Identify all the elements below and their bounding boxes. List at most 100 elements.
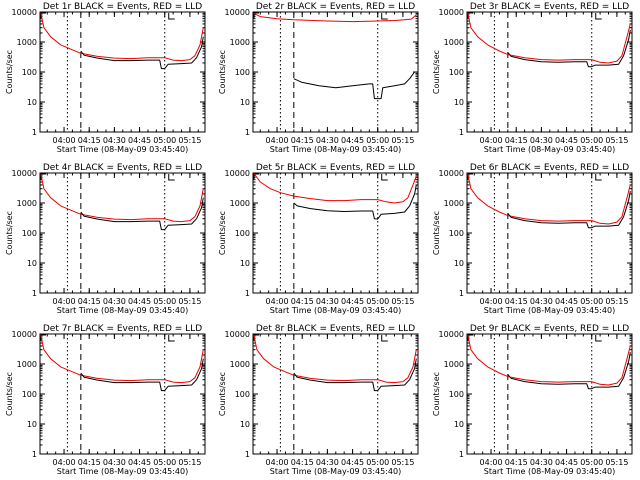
y-tick-label: 10000 <box>12 8 37 17</box>
x-tick-label: 04:00 <box>266 458 289 467</box>
events-series-line <box>80 197 204 231</box>
y-tick-label: 10000 <box>439 169 464 178</box>
y-tick-label: 100 <box>449 68 464 77</box>
y-tick-label: 10000 <box>12 330 37 339</box>
detector-panel-4: Det 4r BLACK = Events, RED = LLD 1 10 100 10… <box>5 163 206 315</box>
x-axis-label: Start Time (08-May-09 03:45:40) <box>270 145 401 154</box>
plot-frame <box>466 172 633 294</box>
corner-bracket-right <box>168 174 175 181</box>
x-tick-label: 05:00 <box>580 297 603 306</box>
lld-series-line <box>40 173 204 223</box>
y-tick-label: 100 <box>449 229 464 238</box>
plot-frame <box>466 11 633 133</box>
panel-title: Det 7r BLACK = Events, RED = LLD <box>43 324 202 334</box>
x-tick-label: 05:00 <box>153 297 176 306</box>
y-tick-label: 100 <box>22 390 37 399</box>
series-group <box>40 12 204 70</box>
y-tick-label: 1 <box>459 450 464 459</box>
y-tick-label: 1000 <box>444 199 464 208</box>
y-tick-label: 1000 <box>230 38 250 47</box>
plot-frame <box>39 172 206 294</box>
lld-series-line <box>40 12 204 62</box>
corner-bracket-right <box>381 13 388 20</box>
x-tick-label: 05:15 <box>391 136 414 145</box>
x-tick-label: 04:45 <box>555 136 578 145</box>
y-tick-label: 1000 <box>444 360 464 369</box>
events-series-line <box>80 36 204 70</box>
x-tick-label: 04:45 <box>341 297 364 306</box>
y-tick-label: 10 <box>27 259 37 268</box>
y-axis-label: Counts/sec <box>432 372 441 416</box>
x-tick-label: 04:45 <box>341 136 364 145</box>
x-tick-label: 05:00 <box>366 458 389 467</box>
y-axis-label: Counts/sec <box>432 50 441 94</box>
y-axis-label: Counts/sec <box>218 372 227 416</box>
y-tick-label: 1 <box>245 450 250 459</box>
x-tick-label: 05:00 <box>366 136 389 145</box>
panel-title: Det 4r BLACK = Events, RED = LLD <box>43 163 202 173</box>
series-group <box>40 334 204 392</box>
events-series-line <box>293 71 416 100</box>
panel-title: Det 1r BLACK = Events, RED = LLD <box>43 2 202 12</box>
x-tick-label: 04:45 <box>128 458 151 467</box>
x-axis-label: Start Time (08-May-09 03:45:40) <box>57 467 188 476</box>
x-axis-label: Start Time (08-May-09 03:45:40) <box>270 467 401 476</box>
y-axis-label: Counts/sec <box>218 211 227 255</box>
plot-frame <box>39 333 206 455</box>
x-tick-label: 04:30 <box>316 136 339 145</box>
x-tick-label: 04:00 <box>53 458 76 467</box>
detector-panel-2: Det 2r BLACK = Events, RED = LLD 1 10 100 10… <box>218 2 419 154</box>
x-axis-label: Start Time (08-May-09 03:45:40) <box>57 145 188 154</box>
y-tick-label: 100 <box>22 229 37 238</box>
y-tick-label: 10000 <box>439 330 464 339</box>
x-tick-label: 04:30 <box>316 297 339 306</box>
events-series-line <box>507 191 631 229</box>
lld-series-line <box>467 173 631 225</box>
x-tick-label: 04:00 <box>53 136 76 145</box>
plot-frame <box>252 172 419 294</box>
x-axis-label: Start Time (08-May-09 03:45:40) <box>484 467 615 476</box>
x-tick-label: 04:30 <box>530 136 553 145</box>
x-tick-label: 04:45 <box>128 136 151 145</box>
series-group <box>467 12 631 68</box>
y-tick-label: 10000 <box>439 8 464 17</box>
x-tick-label: 04:15 <box>505 136 528 145</box>
x-tick-label: 05:15 <box>391 458 414 467</box>
detector-panel-9: Det 9r BLACK = Events, RED = LLD 1 10 100 10… <box>432 324 633 476</box>
detector-panel-6: Det 6r BLACK = Events, RED = LLD 1 10 100 10… <box>432 163 633 315</box>
x-tick-label: 04:15 <box>78 297 101 306</box>
x-tick-label: 04:30 <box>530 458 553 467</box>
x-tick-label: 05:15 <box>605 297 628 306</box>
corner-bracket-right <box>595 335 602 342</box>
series-group <box>253 173 417 220</box>
x-tick-label: 05:15 <box>178 136 201 145</box>
detector-panel-3: Det 3r BLACK = Events, RED = LLD 1 10 100 10… <box>432 2 633 154</box>
x-tick-label: 04:15 <box>291 136 314 145</box>
lld-series-line <box>40 334 204 384</box>
x-axis-label: Start Time (08-May-09 03:45:40) <box>484 306 615 315</box>
x-tick-label: 04:45 <box>128 297 151 306</box>
y-axis-label: Counts/sec <box>218 50 227 94</box>
detector-panel-8: Det 8r BLACK = Events, RED = LLD 1 10 100 10… <box>218 324 419 476</box>
y-tick-label: 10 <box>240 259 250 268</box>
x-tick-label: 04:15 <box>505 297 528 306</box>
x-tick-label: 05:00 <box>153 458 176 467</box>
events-series-line <box>507 30 631 68</box>
y-tick-label: 100 <box>235 390 250 399</box>
x-tick-label: 04:30 <box>103 136 126 145</box>
x-tick-label: 05:15 <box>605 458 628 467</box>
series-group <box>253 334 417 392</box>
corner-bracket-right <box>168 13 175 20</box>
x-axis-label: Start Time (08-May-09 03:45:40) <box>57 306 188 315</box>
panel-title: Det 8r BLACK = Events, RED = LLD <box>256 324 415 334</box>
x-axis-label: Start Time (08-May-09 03:45:40) <box>270 306 401 315</box>
plot-frame <box>252 11 419 133</box>
y-tick-label: 10000 <box>225 8 250 17</box>
x-tick-label: 05:15 <box>605 136 628 145</box>
corner-bracket-right <box>381 174 388 181</box>
y-tick-label: 1000 <box>230 360 250 369</box>
y-tick-label: 100 <box>235 229 250 238</box>
y-tick-label: 1000 <box>17 199 37 208</box>
x-tick-label: 05:15 <box>178 458 201 467</box>
y-tick-label: 1 <box>32 289 37 298</box>
